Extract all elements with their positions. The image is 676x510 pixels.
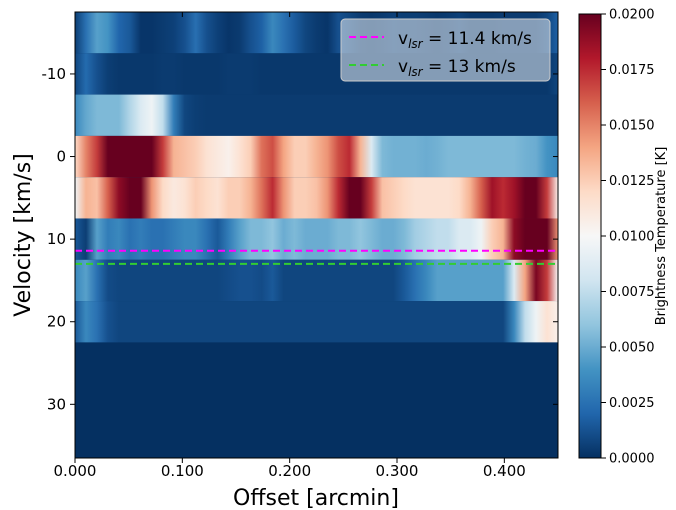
plot-frame xyxy=(74,11,559,459)
y-axis: -10 0 10 20 30 xyxy=(42,65,558,413)
colorbar-tick-label: 0.0200 xyxy=(609,8,655,23)
x-tick-label: 0.200 xyxy=(268,462,311,480)
heatmap-row xyxy=(75,94,558,136)
colorbar-tick-label: 0.0100 xyxy=(609,230,655,245)
x-tick-label: 0.400 xyxy=(483,462,526,480)
colorbar: 0.0000 0.0025 0.0050 0.0075 0.0100 0.0125 0.01… xyxy=(578,8,669,467)
colorbar-tick-label: 0.0000 xyxy=(609,452,655,467)
colorbar-tick-label: 0.0150 xyxy=(609,119,655,134)
x-tick-label: 0.100 xyxy=(161,462,204,480)
heatmap-row xyxy=(75,301,558,343)
colorbar-tick-label: 0.0050 xyxy=(609,341,655,356)
legend-label: vlsr = 11.4 km/s xyxy=(398,29,532,51)
legend: vlsr = 11.4 km/s vlsr = 13 km/s xyxy=(340,18,551,82)
x-tick-label: 0.300 xyxy=(376,462,419,480)
y-tick-label: 10 xyxy=(47,230,66,248)
x-axis: 0.000 0.100 0.200 0.300 0.400 xyxy=(54,12,526,480)
colorbar-tick-label: 0.0025 xyxy=(609,396,655,411)
x-axis-label: Offset [arcmin] xyxy=(233,486,399,510)
legend-label: vlsr = 13 km/s xyxy=(398,57,516,79)
colorbar-tick-label: 0.0075 xyxy=(609,285,655,300)
legend-frame xyxy=(340,18,551,82)
colorbar-gradient xyxy=(579,14,601,458)
colorbar-tick-label: 0.0175 xyxy=(609,63,655,78)
y-tick-label: 20 xyxy=(47,313,66,331)
y-tick-label: -10 xyxy=(42,65,67,83)
y-axis-label: Velocity [km/s] xyxy=(11,153,36,317)
colorbar-tick-label: 0.0125 xyxy=(609,174,655,189)
y-tick-label: 30 xyxy=(47,395,66,413)
colorbar-label: Brightness Temperature [K] xyxy=(654,147,669,326)
heatmap-row xyxy=(75,135,558,178)
x-tick-label: 0.000 xyxy=(54,462,97,480)
y-tick-label: 0 xyxy=(56,148,66,166)
heatmap-row xyxy=(75,177,558,219)
heatmap-row xyxy=(75,259,558,302)
heatmap-row xyxy=(75,218,558,260)
